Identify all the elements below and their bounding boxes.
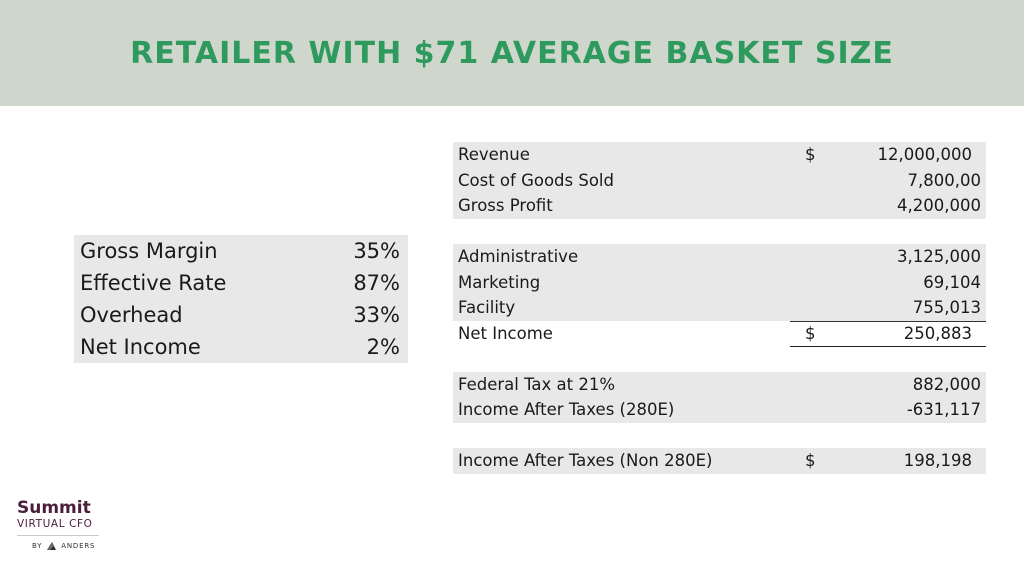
logo-name: Summit	[17, 498, 91, 518]
metric-row-gross-margin: Gross Margin 35%	[74, 235, 408, 267]
fin-value: 198,198	[903, 451, 972, 471]
fin-currency: $	[805, 323, 816, 343]
spacer	[453, 423, 986, 449]
logo-byline: BY ANDERS	[32, 541, 117, 551]
fin-row-revenue: Revenue $ 12,000,000	[453, 142, 986, 168]
fin-row-income-after-non-280e: Income After Taxes (Non 280E) $ 198,198	[453, 448, 986, 474]
fin-label: Net Income	[458, 323, 553, 343]
fin-value: -631,117	[906, 400, 981, 420]
fin-row-facility: Facility 755,013	[453, 295, 986, 321]
fin-row-marketing: Marketing 69,104	[453, 269, 986, 295]
fin-value: 882,000	[912, 374, 981, 394]
spacer	[453, 219, 986, 245]
metric-row-overhead: Overhead 33%	[74, 299, 408, 331]
fin-value: 4,200,000	[897, 196, 981, 216]
fin-value: 755,013	[912, 298, 981, 318]
fin-row-cogs: Cost of Goods Sold 7,800,00	[453, 167, 986, 194]
page-title: RETAILER WITH $71 AVERAGE BASKET SIZE	[130, 35, 894, 71]
fin-row-administrative: Administrative 3,125,000	[453, 244, 986, 270]
logo-divider	[17, 535, 99, 536]
fin-row-gross-profit: Gross Profit 4,200,000	[453, 193, 986, 219]
fin-row-income-after-280e: Income After Taxes (280E) -631,117	[453, 397, 986, 423]
fin-label: Gross Profit	[458, 196, 553, 216]
fin-label: Administrative	[458, 247, 579, 267]
fin-currency: $	[805, 451, 816, 471]
logo-partner: ANDERS	[61, 542, 96, 550]
fin-label: Federal Tax at 21%	[458, 374, 616, 394]
fin-label: Revenue	[458, 145, 530, 165]
metric-value: 87%	[353, 271, 400, 295]
metric-row-net-income: Net Income 2%	[74, 331, 408, 363]
fin-row-federal-tax: Federal Tax at 21% 882,000	[453, 371, 986, 397]
logo-subtitle: VIRTUAL CFO	[17, 518, 93, 530]
metric-label: Overhead	[80, 303, 183, 327]
fin-row-net-income: Net Income $ 250,883	[453, 321, 986, 347]
fin-value: 12,000,000	[877, 145, 972, 165]
fin-label: Facility	[458, 298, 516, 318]
fin-currency: $	[805, 145, 816, 165]
fin-value: 69,104	[923, 272, 981, 292]
fin-label: Marketing	[458, 272, 541, 292]
metric-label: Net Income	[80, 335, 201, 359]
metric-label: Effective Rate	[80, 271, 227, 295]
metric-value: 33%	[353, 303, 400, 327]
fin-value: 7,800,00	[907, 170, 981, 190]
financial-table: Revenue $ 12,000,000 Cost of Goods Sold …	[453, 142, 986, 474]
metric-value: 2%	[366, 335, 400, 359]
metric-row-effective-rate: Effective Rate 87%	[74, 267, 408, 299]
header-banner: RETAILER WITH $71 AVERAGE BASKET SIZE	[0, 0, 1024, 106]
fin-label: Cost of Goods Sold	[458, 170, 614, 190]
fin-label: Income After Taxes (Non 280E)	[458, 451, 713, 471]
anders-logo-icon	[47, 542, 57, 550]
fin-label: Income After Taxes (280E)	[458, 400, 675, 420]
logo-by-text: BY	[32, 542, 43, 550]
spacer	[453, 346, 986, 372]
metrics-table: Gross Margin 35% Effective Rate 87% Over…	[74, 235, 408, 363]
metric-value: 35%	[353, 239, 400, 263]
company-logo: Summit VIRTUAL CFO BY ANDERS	[17, 499, 117, 551]
fin-value: 3,125,000	[897, 247, 981, 267]
fin-value: 250,883	[903, 323, 972, 343]
metric-label: Gross Margin	[80, 239, 218, 263]
